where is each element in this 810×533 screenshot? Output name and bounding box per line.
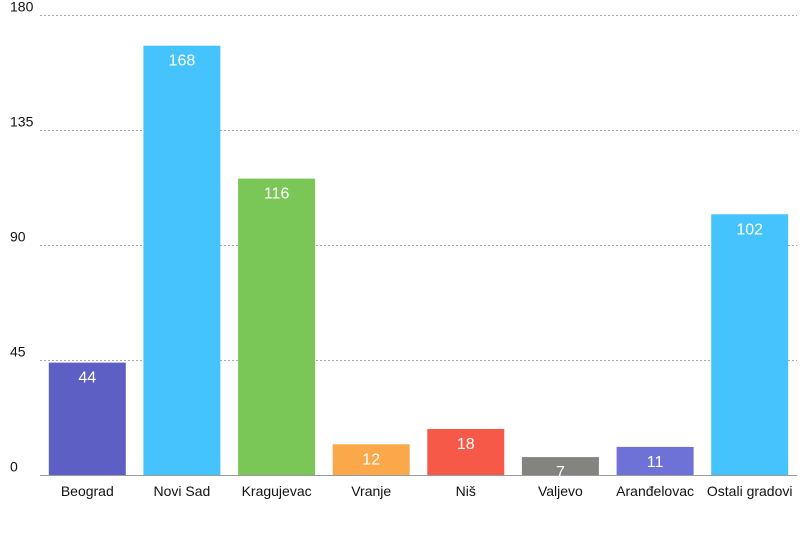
bar-value-label: 44 <box>78 370 96 387</box>
bar <box>48 362 126 475</box>
bar-value-label: 116 <box>264 186 290 203</box>
bar-value-label: 102 <box>736 221 763 238</box>
x-category-label: Niš <box>456 483 476 499</box>
x-category-label: Kragujevac <box>242 483 312 499</box>
bar <box>521 457 599 475</box>
y-tick-label: 135 <box>10 114 34 130</box>
x-category-label: Vranje <box>351 483 391 499</box>
x-category-label: Ostali gradovi <box>707 483 793 499</box>
grid-layer <box>40 15 797 476</box>
x-category-label: Beograd <box>61 483 114 499</box>
bar-value-label: 11 <box>647 454 664 471</box>
bar <box>238 178 316 475</box>
bar <box>616 446 694 475</box>
y-tick-label: 0 <box>10 459 18 475</box>
x-category-label: Novi Sad <box>153 483 210 499</box>
bar-value-label: 12 <box>362 451 380 468</box>
y-tick-label: 180 <box>10 0 34 15</box>
y-tick-label: 90 <box>10 229 26 245</box>
bar-value-label: 7 <box>556 464 565 481</box>
x-category-label: Aranđelovac <box>616 483 694 499</box>
x-category-label: Valjevo <box>538 483 583 499</box>
label-layer: 0 45 90 135 180 44 Beograd 168 Novi Sad 116 Kraguj… <box>10 0 792 499</box>
bar <box>711 214 789 476</box>
bar-layer <box>48 45 789 476</box>
bar-value-label: 18 <box>457 436 475 453</box>
y-tick-label: 45 <box>10 344 26 360</box>
bar <box>332 444 410 475</box>
bar <box>427 429 505 475</box>
bar-value-label: 168 <box>169 53 196 70</box>
bar <box>143 45 221 475</box>
